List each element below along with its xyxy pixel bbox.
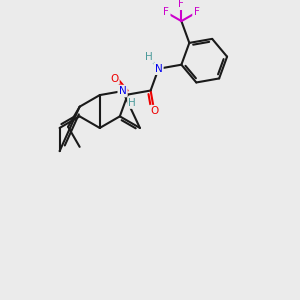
Text: F: F: [178, 0, 184, 9]
Text: F: F: [164, 8, 169, 17]
Text: H: H: [128, 98, 136, 108]
Text: N: N: [119, 86, 127, 96]
Text: N: N: [155, 64, 162, 74]
Text: O: O: [150, 106, 158, 116]
Text: H: H: [145, 52, 153, 62]
Text: F: F: [194, 8, 200, 17]
Text: O: O: [110, 74, 118, 84]
